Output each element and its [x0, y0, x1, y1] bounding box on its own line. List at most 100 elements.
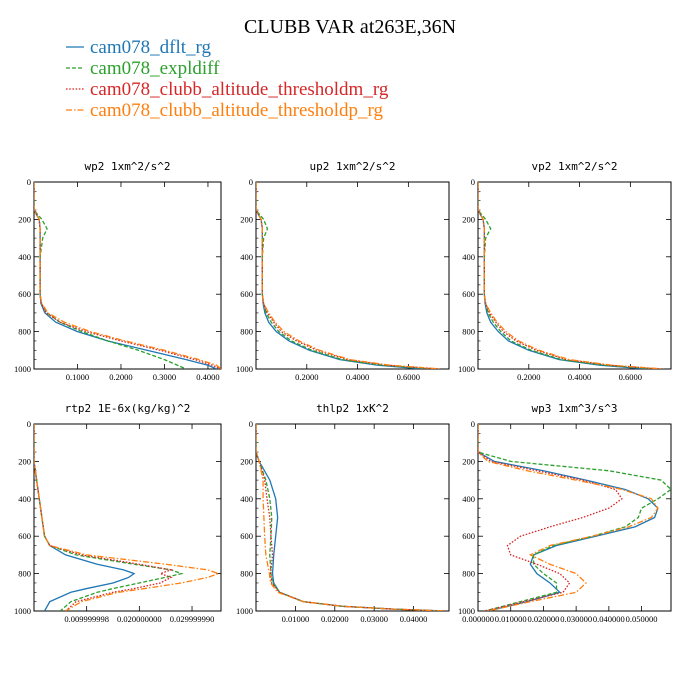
- legend-label: cam078_expldiff: [90, 58, 220, 79]
- chart-panel: thlp2 1xK^2 0 200 400 600 800 1000 0.01000 0.020…: [236, 402, 450, 624]
- x-tick-label: 0.4000: [568, 372, 591, 382]
- x-tick-label: 0.009999998: [64, 614, 109, 624]
- series-line: [478, 424, 659, 611]
- y-tick-label: 400: [240, 494, 253, 504]
- series-line: [34, 182, 217, 369]
- y-tick-label: 200: [240, 456, 253, 466]
- series-line: [478, 182, 656, 369]
- x-tick-label: 0.000000: [462, 614, 494, 624]
- series-line: [256, 182, 434, 369]
- chart-panel: rtp2 1E-6x(kg/kg)^2 0 200 400 600 800 1000 0.00…: [14, 402, 222, 624]
- series-line: [478, 424, 623, 611]
- legend: cam078_dflt_rg cam078_expldiff cam078_cl…: [66, 37, 389, 121]
- x-tick-label: 0.04000: [400, 614, 428, 624]
- y-tick-label: 800: [18, 569, 31, 579]
- y-tick-label: 0: [27, 419, 31, 429]
- plot-frame: [477, 423, 672, 612]
- x-tick-label: 0.3000: [153, 372, 176, 382]
- y-tick-label: 800: [462, 327, 475, 337]
- y-tick-label: 1000: [14, 606, 31, 616]
- y-tick-label: 0: [249, 419, 253, 429]
- x-tick-label: 0.030000: [560, 614, 592, 624]
- x-tick-label: 0.03000: [360, 614, 388, 624]
- y-tick-label: 600: [240, 289, 253, 299]
- y-tick-label: 1000: [14, 364, 31, 374]
- series-line: [34, 424, 136, 611]
- x-tick-label: 0.020000: [527, 614, 559, 624]
- y-tick-label: 600: [18, 289, 31, 299]
- x-tick-label: 0.020000000: [117, 614, 162, 624]
- x-tick-label: 0.2000: [109, 372, 132, 382]
- legend-label: cam078_clubb_altitude_thresholdp_rg: [90, 100, 384, 121]
- legend-entry: cam078_expldiff: [66, 58, 220, 79]
- y-tick-label: 800: [18, 327, 31, 337]
- panel-title: wp3 1xm^3/s^3: [531, 402, 617, 415]
- y-tick-label: 0: [471, 177, 475, 187]
- y-tick-label: 400: [462, 252, 475, 262]
- series-line: [478, 182, 664, 369]
- y-tick-label: 800: [240, 327, 253, 337]
- legend-label: cam078_clubb_altitude_thresholdm_rg: [90, 79, 389, 100]
- panel-title: wp2 1xm^2/s^2: [84, 160, 170, 173]
- y-tick-label: 600: [18, 531, 31, 541]
- y-tick-label: 1000: [458, 606, 475, 616]
- panel-title: thlp2 1xK^2: [316, 402, 389, 415]
- series-line: [256, 182, 424, 369]
- x-tick-label: 0.6000: [619, 372, 642, 382]
- y-tick-label: 400: [462, 494, 475, 504]
- y-tick-label: 600: [240, 531, 253, 541]
- plot-frame: [255, 423, 450, 612]
- series-line: [256, 182, 442, 369]
- y-tick-label: 200: [18, 214, 31, 224]
- x-tick-label: 0.010000: [495, 614, 527, 624]
- series-line: [256, 424, 446, 611]
- chart-panel: wp2 1xm^2/s^2 0 200 400 600 800 1000 0.1000 0.20…: [14, 160, 222, 382]
- series-line: [478, 182, 649, 369]
- y-tick-label: 200: [240, 214, 253, 224]
- series-line: [478, 182, 661, 369]
- series-line: [34, 424, 184, 611]
- y-tick-label: 600: [462, 289, 475, 299]
- panel-title: rtp2 1E-6x(kg/kg)^2: [65, 402, 191, 415]
- y-tick-label: 400: [240, 252, 253, 262]
- series-line: [256, 182, 439, 369]
- series-line: [34, 424, 221, 611]
- legend-entry: cam078_clubb_altitude_thresholdm_rg: [66, 79, 389, 100]
- y-tick-label: 200: [462, 456, 475, 466]
- x-tick-label: 0.02000: [321, 614, 349, 624]
- y-tick-label: 200: [462, 214, 475, 224]
- plot-frame: [255, 181, 450, 370]
- y-tick-label: 800: [462, 569, 475, 579]
- panel-title: vp2 1xm^2/s^2: [531, 160, 617, 173]
- plot-frame: [477, 181, 672, 370]
- x-tick-label: 0.2000: [295, 372, 318, 382]
- y-tick-label: 600: [462, 531, 475, 541]
- x-tick-label: 0.4000: [346, 372, 369, 382]
- x-tick-label: 0.040000: [593, 614, 625, 624]
- chart-panel: up2 1xm^2/s^2 0 200 400 600 800 1000 0.2000 0.40…: [236, 160, 450, 382]
- x-tick-label: 0.1000: [66, 372, 89, 382]
- y-tick-label: 1000: [236, 606, 253, 616]
- x-tick-label: 0.050000: [626, 614, 658, 624]
- y-tick-label: 0: [249, 177, 253, 187]
- legend-entry: cam078_clubb_altitude_thresholdp_rg: [66, 100, 384, 121]
- plot-frame: [33, 423, 222, 612]
- panel-title: up2 1xm^2/s^2: [309, 160, 395, 173]
- y-tick-label: 200: [18, 456, 31, 466]
- y-tick-label: 0: [27, 177, 31, 187]
- x-tick-label: 0.2000: [517, 372, 540, 382]
- figure-title: CLUBB VAR at263E,36N: [244, 16, 456, 38]
- series-line: [256, 424, 446, 611]
- series-line: [478, 424, 671, 611]
- chart-panel: vp2 1xm^2/s^2 0 200 400 600 800 1000 0.2000 0.40…: [458, 160, 672, 382]
- x-tick-label: 0.029999990: [170, 614, 215, 624]
- y-tick-label: 400: [18, 494, 31, 504]
- series-line: [256, 424, 446, 611]
- series-line: [34, 182, 187, 369]
- legend-label: cam078_dflt_rg: [90, 37, 212, 58]
- y-tick-label: 1000: [236, 364, 253, 374]
- series-line: [34, 424, 174, 611]
- series-line: [34, 182, 221, 369]
- legend-entry: cam078_dflt_rg: [66, 37, 212, 58]
